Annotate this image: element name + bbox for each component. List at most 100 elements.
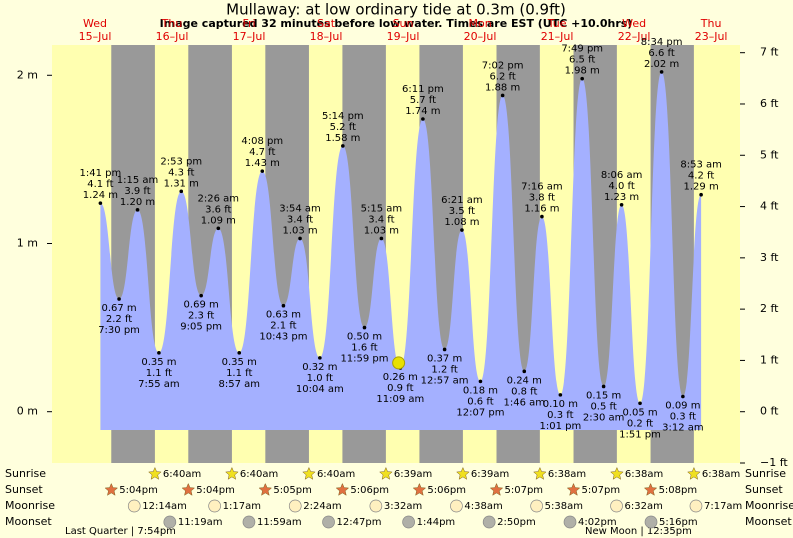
tide-label: 1.31 m [164,178,199,189]
tide-label: 0.9 ft [387,383,413,394]
event-icon [450,499,463,513]
event-icon [566,482,581,496]
tide-label: 5:15 am [361,203,403,214]
event-icon [563,515,577,529]
event-icon [242,515,256,529]
event-time: 5:06pm [427,485,466,496]
tide-label: 1.08 m [444,217,479,228]
tide-point [117,297,121,301]
tide-point [540,214,544,219]
moon-phase: Last Quarter | 7:54pm [65,526,176,537]
event-time: 4:38am [464,501,502,512]
tide-label: 3:12 am [662,423,704,434]
day-date: 15–Jul [79,30,112,43]
y-tick-label: 2 m [17,68,38,81]
day-name: Fri [242,17,255,30]
tide-label: 0.8 ft [511,386,537,397]
tide-label: 0.37 m [427,353,462,364]
tide-label: 2:30 am [583,412,625,423]
event-time: 5:38am [545,501,583,512]
tide-label: 0.35 m [141,357,176,368]
tide-point [460,228,464,232]
tide-label: 1.0 ft [307,373,333,384]
tide-label: 1.88 m [485,82,520,93]
day-date: 16–Jul [156,30,189,43]
tide-label: 9:05 pm [180,322,222,333]
row-label: Sunset [5,483,43,496]
tide-label: 1.98 m [565,66,600,77]
tide-label: 8:53 am [680,160,722,171]
tide-label: 0.32 m [302,362,337,373]
tide-label: 7:02 pm [482,60,524,71]
event-time: 11:59am [257,517,302,528]
event-icon [148,466,162,480]
tide-point [558,393,563,397]
tide-label: 7:16 am [521,182,563,193]
tide-point [318,356,322,360]
tide-label: 1.58 m [325,133,360,144]
tide-label: 1.1 ft [146,368,172,379]
event-icon [379,466,393,480]
tide-label: 1:51 pm [619,429,661,440]
row-label: Moonset [745,515,792,528]
tide-label: 0.69 m [184,300,219,311]
chart-subtitle: Image captured 32 minutes before low wat… [160,17,633,30]
tide-point [500,93,505,98]
chart-title: Mullaway: at low ordinary tide at 0.3m (… [226,1,566,19]
tide-label: 0.15 m [586,390,621,401]
tide-label: 1.43 m [245,158,280,169]
event-time: 6:38am [548,469,586,480]
event-icon [258,482,273,496]
tide-label: 5.2 ft [330,122,356,133]
event-time: 6:38am [702,469,740,480]
day-date: 17–Jul [233,30,266,43]
event-time: 1:44pm [417,517,456,528]
tide-label: 11:09 am [376,394,424,405]
day-date: 18–Jul [310,30,343,43]
tide-label: 1.03 m [282,225,317,236]
tide-label: 1:46 am [504,397,546,408]
event-icon [530,499,543,513]
tide-label: 2.3 ft [188,311,214,322]
tide-label: 1.16 m [524,204,559,215]
event-time: 5:07pm [505,485,544,496]
tide-label: 3.8 ft [529,193,555,204]
event-time: 5:08pm [659,485,698,496]
event-icon [610,466,624,480]
tide-point [135,208,140,212]
tide-label: 4.0 ft [608,181,634,192]
event-icon [402,515,415,529]
day-date: 19–Jul [387,30,420,43]
event-time: 6:39am [394,469,432,480]
day-name: Tue [547,17,567,30]
tide-point [216,226,221,231]
day-name: Sat [317,17,336,30]
tide-label: 1.29 m [684,182,719,193]
tide-point [260,169,265,173]
day-date: 22–Jul [618,30,651,43]
y-tick-label: 0 m [17,405,38,418]
tide-label: 0.18 m [463,385,498,396]
tide-point [157,351,161,355]
event-icon [225,466,239,480]
tide-label: 5:14 pm [322,111,364,122]
tide-label: 1.6 ft [351,343,377,354]
y2-tick-label: −1 ft [760,456,788,469]
tide-label: 3.5 ft [449,206,475,217]
tide-label: 0.05 m [622,407,657,418]
event-time: 5:06pm [350,485,389,496]
tide-label: 3.4 ft [368,214,394,225]
y2-tick-label: 3 ft [760,251,779,264]
tide-label: 4.2 ft [688,171,714,182]
tide-label: 10:04 am [296,384,344,395]
tide-point [699,192,703,197]
tide-label: 1.20 m [120,197,155,208]
event-time: 6:39am [471,469,509,480]
tide-point [98,201,103,205]
tide-point [341,144,345,148]
tide-point [199,293,203,298]
event-icon [369,499,383,513]
day-name: Mon [468,17,491,30]
tide-label: 1:01 pm [539,421,581,432]
